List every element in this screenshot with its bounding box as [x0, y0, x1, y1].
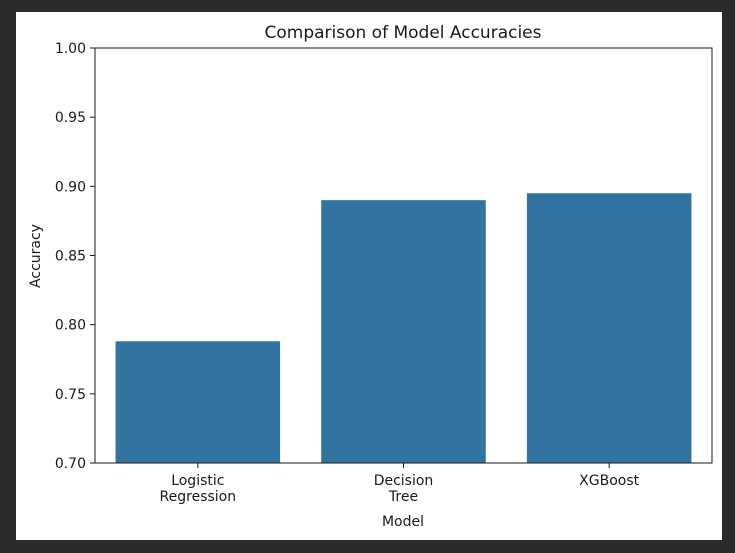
x-axis-label: Model — [382, 514, 424, 530]
x-tick-label: Decision Tree — [374, 473, 434, 505]
x-tick-label-line: Logistic — [171, 473, 224, 489]
plot-area: 0.70 0.75 0.80 0.85 0.90 0.95 1.00 Logistic Regr… — [55, 41, 713, 505]
y-tick-label: 0.95 — [55, 110, 86, 126]
bar — [115, 341, 281, 463]
y-tick-label: 0.75 — [55, 387, 86, 403]
y-tick-label: 0.70 — [55, 456, 86, 472]
y-tick-label: 0.90 — [55, 179, 86, 195]
x-tick-label-line: XGBoost — [579, 473, 639, 489]
x-tick-label-line: Decision — [374, 473, 434, 489]
y-tick-label: 0.85 — [55, 249, 86, 265]
y-tick-label: 0.80 — [55, 318, 86, 334]
y-tick-label: 1.00 — [55, 41, 86, 57]
chart-title: Comparison of Model Accuracies — [264, 23, 541, 43]
bar-chart: Comparison of Model Accuracies Accuracy … — [28, 23, 713, 530]
x-tick-label: Logistic Regression — [160, 473, 237, 505]
bar — [526, 193, 692, 463]
x-tick-label-line: Tree — [388, 489, 418, 505]
x-tick-label-line: Regression — [160, 489, 237, 505]
bar — [321, 200, 486, 463]
y-axis-label: Accuracy — [28, 224, 44, 288]
figure-canvas: Comparison of Model Accuracies Accuracy … — [16, 12, 722, 540]
x-tick-label: XGBoost — [579, 473, 639, 489]
